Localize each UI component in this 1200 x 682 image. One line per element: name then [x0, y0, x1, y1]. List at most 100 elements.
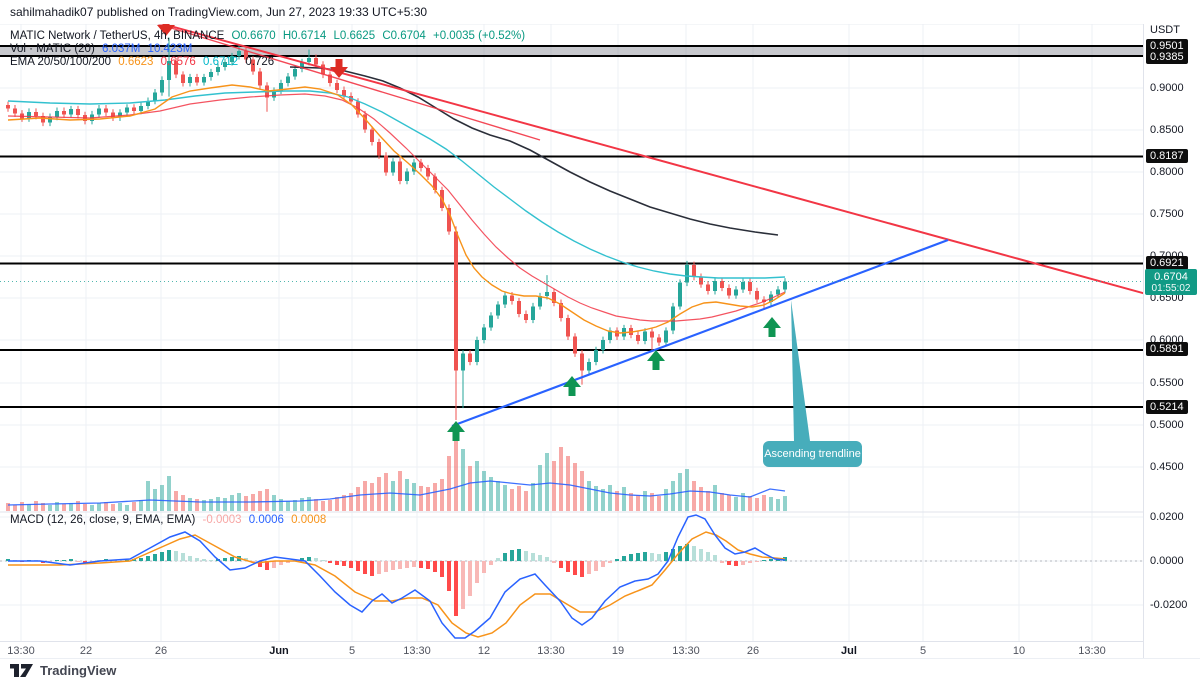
candle-body	[636, 334, 640, 341]
macd-histogram-bar	[433, 561, 437, 572]
up-arrow-marker[interactable]	[447, 421, 465, 432]
tradingview-brand[interactable]: TradingView	[10, 663, 116, 678]
macd-histogram-bar	[615, 559, 619, 561]
ema-indicator-label[interactable]: EMA 20/50/100/200	[10, 56, 112, 68]
macd-histogram-bar	[426, 561, 430, 569]
ema20-value: 0.6623	[118, 56, 154, 68]
volume-bar	[62, 504, 66, 511]
time-axis[interactable]: 13:30 22 26 Jun 5 13:30 12 13:30 19 13:30 26 Jul 5 10…	[0, 641, 1143, 659]
volume-bar	[6, 503, 10, 511]
macd-histogram-bar	[370, 561, 374, 576]
macd-histogram-bar	[202, 559, 206, 561]
candle-body	[545, 291, 549, 297]
volume-bar	[769, 497, 773, 511]
volume-bar	[720, 493, 724, 511]
volume-bar	[146, 481, 150, 511]
volume-bar	[524, 491, 528, 511]
down-arrow-shaft	[335, 59, 343, 68]
volume-bar	[657, 496, 661, 511]
axis-currency-label: USDT	[1150, 24, 1180, 36]
macd-histogram-bar	[398, 561, 402, 569]
legend-ema-row: EMA 20/50/100/200 0.6623 0.6576 0.6712 0…	[10, 56, 278, 68]
volume-bar	[699, 487, 703, 511]
candle-body	[538, 296, 542, 307]
candle-body	[517, 301, 521, 314]
candle-body	[27, 111, 31, 119]
volume-bar	[608, 485, 612, 511]
gridlines	[0, 24, 1143, 641]
ohlc-low: L0.6625	[333, 30, 376, 42]
candle-body	[384, 155, 388, 173]
candle-body	[573, 336, 577, 354]
candle-body	[503, 295, 507, 305]
volume-bar	[139, 500, 143, 511]
candle-body	[118, 112, 122, 118]
macd-histogram-bar	[496, 558, 500, 561]
trendlines-layer[interactable]	[111, 9, 1151, 428]
up-arrow-shaft	[652, 361, 660, 370]
macd-histogram-bar	[608, 561, 612, 563]
volume-bar	[419, 486, 423, 511]
volume-bar	[216, 497, 220, 511]
macd-histogram-bar	[594, 561, 598, 571]
volume-bar	[496, 481, 500, 511]
macd-histogram-bar	[195, 558, 199, 561]
volume-indicator-label[interactable]: Vol · MATIC (20)	[10, 43, 95, 55]
symbol-title[interactable]: MATIC Network / TetherUS, 4h, BINANCE	[10, 30, 225, 42]
candle-body	[531, 306, 535, 320]
price-axis-label: 0.7500	[1150, 208, 1184, 220]
arrow-markers[interactable]	[157, 17, 781, 441]
candle-body	[363, 114, 367, 130]
candle-body	[405, 171, 409, 181]
ema50-value: 0.6576	[160, 56, 196, 68]
macd-histogram-bar	[272, 561, 276, 568]
drawn-levels[interactable]	[0, 45, 1143, 409]
macd-line	[8, 514, 786, 639]
up-arrow-marker[interactable]	[563, 376, 581, 387]
volume-bar	[41, 503, 45, 511]
resistance-band[interactable]	[0, 46, 1143, 56]
ascending-trendline[interactable]	[451, 238, 949, 428]
up-arrow-marker[interactable]	[763, 317, 781, 328]
volume-bar	[111, 504, 115, 511]
down-arrow-marker[interactable]	[330, 67, 348, 78]
volume-bar	[279, 499, 283, 511]
price-axis-label: 0.0200	[1150, 511, 1184, 523]
macd-indicator-label[interactable]: MACD (12, 26, close, 9, EMA, EMA)	[10, 514, 196, 526]
candle-body	[209, 72, 213, 78]
macd-histogram-bar	[692, 546, 696, 561]
ascending-trendline-callout[interactable]: Ascending trendline	[763, 441, 862, 467]
candle-body	[195, 77, 199, 83]
candle-body	[62, 110, 66, 115]
volume-bar	[503, 485, 507, 511]
candle-body	[97, 108, 101, 115]
candle-body	[55, 110, 59, 117]
macd-histogram-bar	[580, 561, 584, 577]
candle-body	[713, 281, 717, 292]
macd-histogram-bar	[279, 561, 283, 565]
volume-bar	[531, 483, 535, 511]
up-arrow-marker[interactable]	[647, 350, 665, 361]
candle-body	[650, 331, 654, 338]
macd-histogram-bar	[258, 561, 262, 567]
candle-body	[391, 161, 395, 173]
price-axis-label: 0.9000	[1150, 82, 1184, 94]
macd-histogram-bar	[489, 561, 493, 565]
descending-trendline-secondary[interactable]	[111, 9, 541, 141]
candle-body	[615, 330, 619, 337]
macd-histogram-bar	[769, 559, 773, 561]
macd-histogram-bar	[223, 558, 227, 561]
down-arrow-marker[interactable]	[157, 25, 175, 36]
descending-trendline[interactable]	[111, 9, 1151, 296]
time-axis-label: 13:30	[1078, 645, 1106, 657]
macd-histogram-bar	[167, 550, 171, 561]
volume-bar	[475, 461, 479, 511]
price-axis[interactable]: USDT 0.6704 01:55:02 0.9000 0.8500 0.8000 0…	[1143, 24, 1200, 658]
candle-body	[727, 287, 731, 296]
time-axis-label: 5	[919, 645, 927, 657]
publish-bar: sahilmahadik07 published on TradingView.…	[0, 0, 1200, 24]
candle-body	[167, 61, 171, 80]
volume-bar	[482, 471, 486, 511]
macd-histogram-bar	[55, 560, 59, 561]
